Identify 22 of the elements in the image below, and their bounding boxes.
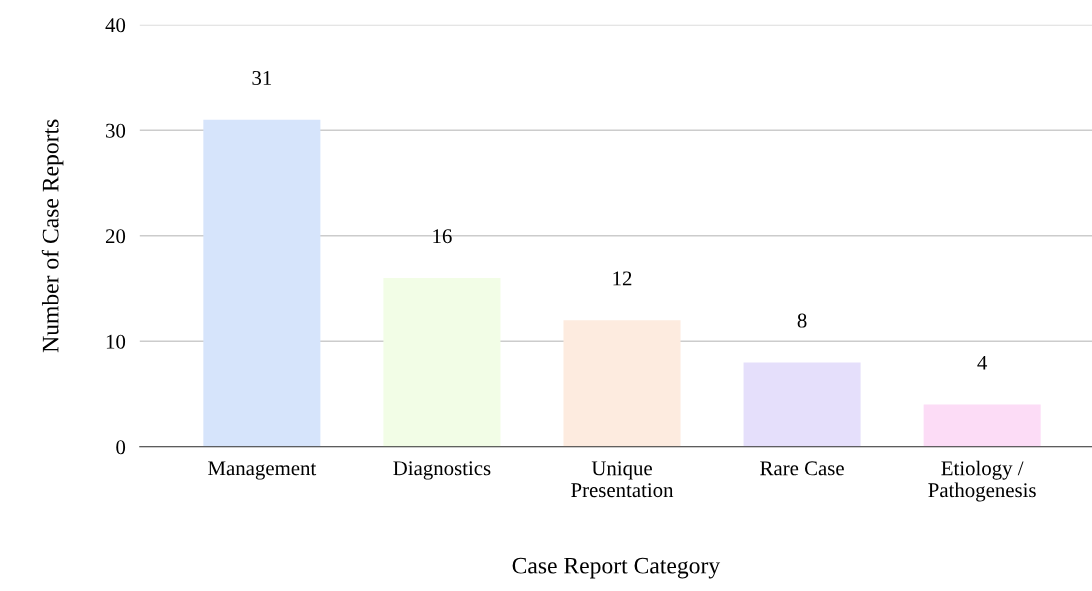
y-axis-title: Number of Case Reports: [41, 119, 64, 353]
x-tick-label: Unique Presentation: [571, 461, 674, 498]
data-label: 4: [977, 355, 988, 370]
y-tick-label: 20: [105, 229, 126, 244]
x-tick-label: Management: [208, 461, 317, 480]
bar: [203, 119, 321, 447]
x-tick-label: Diagnostics: [393, 461, 491, 480]
data-label: 31: [252, 70, 272, 85]
x-tick-label: Rare Case: [760, 461, 844, 476]
bar: [923, 404, 1041, 447]
y-tick-label: 30: [106, 123, 126, 138]
y-tick-label: 0: [116, 440, 126, 455]
data-label: 8: [797, 313, 807, 328]
x-axis-title: Case Report Category: [512, 557, 721, 579]
y-tick-label: 10: [106, 334, 126, 349]
y-tick-label: 40: [105, 18, 126, 33]
data-label: 16: [433, 229, 452, 244]
bar: [383, 278, 501, 447]
data-label: 12: [613, 271, 632, 286]
bar: [743, 362, 861, 447]
bar: [563, 320, 681, 447]
x-tick-label: Etiology / Pathogenesis: [928, 460, 1036, 502]
